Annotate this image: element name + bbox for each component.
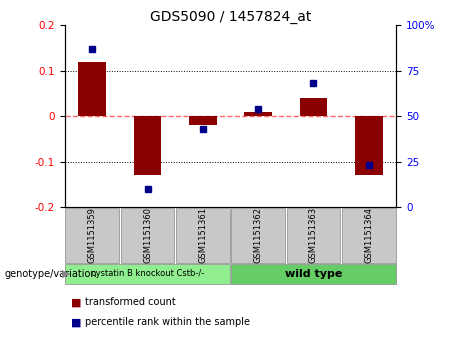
Text: transformed count: transformed count xyxy=(85,297,176,307)
Bar xyxy=(78,62,106,116)
Text: GSM1151360: GSM1151360 xyxy=(143,207,152,263)
Text: GSM1151362: GSM1151362 xyxy=(254,207,263,263)
Text: ■: ■ xyxy=(71,317,82,327)
Text: percentile rank within the sample: percentile rank within the sample xyxy=(85,317,250,327)
Bar xyxy=(300,98,327,116)
Text: wild type: wild type xyxy=(285,269,342,279)
Bar xyxy=(355,116,383,175)
Bar xyxy=(244,112,272,116)
Text: ▶: ▶ xyxy=(62,269,71,279)
Bar xyxy=(134,116,161,175)
Text: ■: ■ xyxy=(71,297,82,307)
Title: GDS5090 / 1457824_at: GDS5090 / 1457824_at xyxy=(150,11,311,24)
Text: GSM1151361: GSM1151361 xyxy=(198,207,207,263)
Text: GSM1151359: GSM1151359 xyxy=(88,207,97,263)
Text: genotype/variation: genotype/variation xyxy=(5,269,97,279)
Text: GSM1151364: GSM1151364 xyxy=(364,207,373,263)
Text: cystatin B knockout Cstb-/-: cystatin B knockout Cstb-/- xyxy=(91,269,204,278)
Text: GSM1151363: GSM1151363 xyxy=(309,207,318,263)
Bar xyxy=(189,116,217,125)
